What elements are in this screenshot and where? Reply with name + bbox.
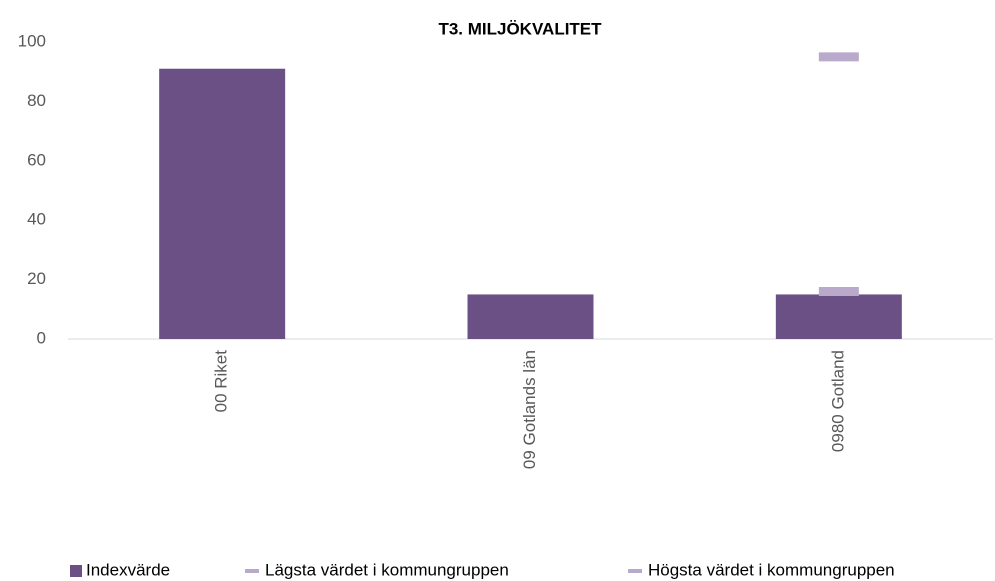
bar	[159, 68, 286, 339]
x-tick-label: 09 Gotlands län	[520, 350, 539, 469]
y-tick-label: 100	[18, 31, 46, 50]
y-tick-label: 0	[37, 328, 46, 347]
legend-label: Lägsta värdet i kommungruppen	[265, 560, 509, 579]
chart-title: T3. MILJÖKVALITET	[438, 19, 602, 38]
marker	[818, 52, 859, 62]
y-tick-label: 20	[27, 269, 46, 288]
bar	[467, 294, 594, 339]
legend-swatch	[628, 569, 642, 573]
marker	[818, 286, 859, 296]
legend-swatch	[245, 569, 259, 573]
y-tick-label: 60	[27, 150, 46, 169]
x-tick-label: 00 Riket	[212, 350, 231, 413]
legend-label: Indexvärde	[86, 560, 170, 579]
y-tick-label: 80	[27, 91, 46, 110]
legend-swatch	[70, 565, 82, 577]
legend-label: Högsta värdet i kommungruppen	[648, 560, 895, 579]
y-tick-label: 40	[27, 210, 46, 229]
x-tick-label: 0980 Gotland	[828, 350, 847, 452]
bar	[775, 294, 902, 339]
